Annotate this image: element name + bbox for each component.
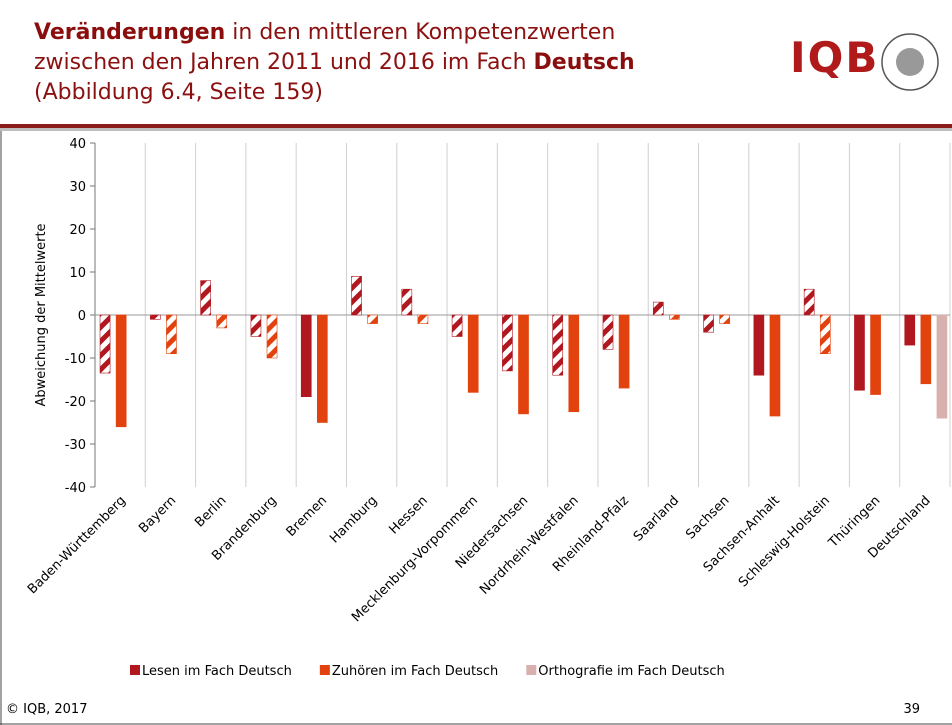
bar [502, 314, 513, 372]
y-tick-label: -10 [65, 352, 86, 367]
title-line: (Abbildung 6.4, Seite 159) [34, 78, 635, 108]
bar [216, 314, 228, 329]
x-tick-label: Schleswig-Holstein [736, 493, 833, 590]
x-tick-label: Nordrhein-Westfalen [477, 493, 581, 597]
bar [250, 314, 262, 337]
title-bold: Veränderungen [34, 20, 226, 45]
legend-label: Orthografie im Fach Deutsch [538, 664, 724, 679]
y-tick-label: 0 [78, 309, 86, 324]
bar [518, 314, 529, 415]
bar [552, 314, 564, 376]
bar [936, 314, 948, 419]
bar [904, 314, 916, 346]
x-tick-label: Saarland [631, 493, 682, 544]
bar [870, 314, 881, 395]
copyright: © IQB, 2017 [6, 702, 87, 717]
bar [401, 288, 413, 316]
logo: IQB [790, 33, 879, 82]
logo-portrait [896, 48, 924, 76]
y-tick-label: -40 [65, 481, 86, 496]
bar [703, 314, 714, 333]
bar [819, 314, 831, 355]
bar [316, 314, 328, 423]
title-bold: Deutsch [533, 50, 635, 75]
bar [451, 314, 463, 337]
bar [367, 314, 378, 324]
bar [920, 314, 932, 385]
legend-swatch [526, 665, 537, 675]
title-text: zwischen den Jahren 2011 und 2016 im Fac… [34, 50, 534, 75]
bar [568, 314, 580, 413]
bar [99, 314, 111, 374]
y-tick-label: 20 [69, 223, 86, 238]
y-tick-label: -30 [65, 438, 86, 453]
x-tick-label: Baden-Württemberg [25, 493, 129, 597]
x-tick-label: Hamburg [327, 493, 380, 546]
x-tick-label: Hessen [387, 493, 431, 537]
title-line: zwischen den Jahren 2011 und 2016 im Fac… [34, 48, 635, 78]
bar [652, 301, 664, 316]
bar [300, 314, 312, 397]
bar [769, 314, 781, 417]
x-tick-label: Berlin [192, 493, 229, 530]
legend-swatch [130, 665, 140, 675]
y-axis-label: Abweichung der Mittelwerte [34, 223, 49, 406]
bar [351, 275, 362, 316]
bar [150, 314, 161, 320]
slide-title: Veränderungen in den mittleren Kompetenz… [34, 18, 635, 108]
bar [417, 314, 429, 324]
bar [753, 314, 765, 376]
bar [166, 314, 177, 355]
bar [467, 314, 479, 393]
title-text: (Abbildung 6.4, Seite 159) [34, 80, 323, 105]
title-line: Veränderungen in den mittleren Kompetenz… [34, 18, 635, 48]
legend-swatch [319, 665, 330, 675]
legend-label: Lesen im Fach Deutsch [142, 664, 292, 679]
page-number: 39 [903, 702, 920, 717]
bar [618, 314, 630, 389]
x-tick-label: Bremen [284, 493, 331, 540]
x-tick-label: Sachsen [683, 493, 732, 542]
title-text: in den mittleren Kompetenzwerten [225, 20, 616, 45]
header-shadow [0, 128, 952, 131]
bar [719, 314, 731, 324]
bar [200, 280, 211, 316]
bar [266, 314, 278, 359]
bar [669, 314, 680, 320]
bar [854, 314, 865, 391]
bar [115, 314, 127, 428]
x-tick-label: Bayern [136, 493, 179, 536]
y-tick-label: -20 [65, 395, 86, 410]
bar [803, 288, 815, 316]
y-tick-label: 40 [69, 137, 86, 152]
legend-label: Zuhören im Fach Deutsch [332, 664, 498, 679]
y-tick-label: 10 [69, 266, 86, 281]
bar [602, 314, 614, 350]
header-rule [0, 124, 952, 128]
y-tick-label: 30 [69, 180, 86, 195]
